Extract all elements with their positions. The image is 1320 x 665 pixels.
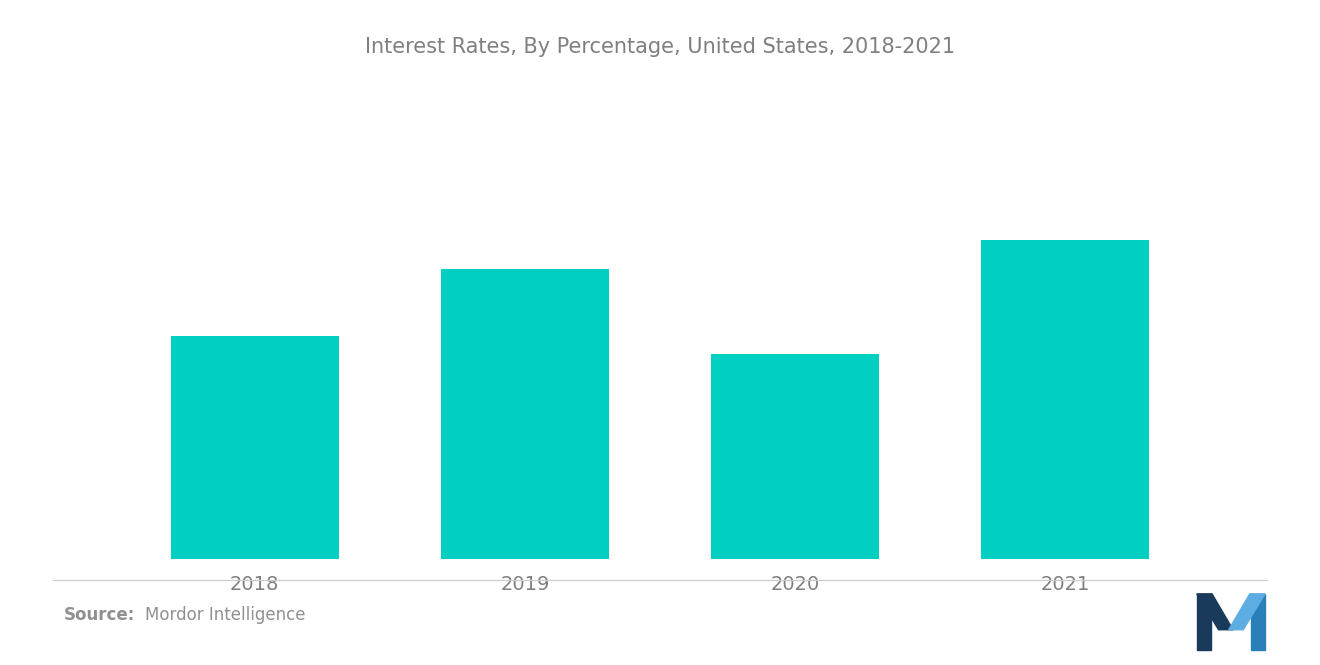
Text: Interest Rates, By Percentage, United States, 2018-2021: Interest Rates, By Percentage, United St… (364, 37, 956, 57)
Bar (982, 240, 1148, 559)
Polygon shape (1229, 594, 1265, 630)
Bar (711, 354, 879, 559)
Bar (441, 269, 609, 559)
Text: Source:: Source: (63, 606, 135, 624)
Bar (172, 336, 338, 559)
Polygon shape (1197, 594, 1233, 630)
Polygon shape (1197, 594, 1210, 650)
Polygon shape (1251, 594, 1265, 650)
Text: Mordor Intelligence: Mordor Intelligence (145, 606, 306, 624)
